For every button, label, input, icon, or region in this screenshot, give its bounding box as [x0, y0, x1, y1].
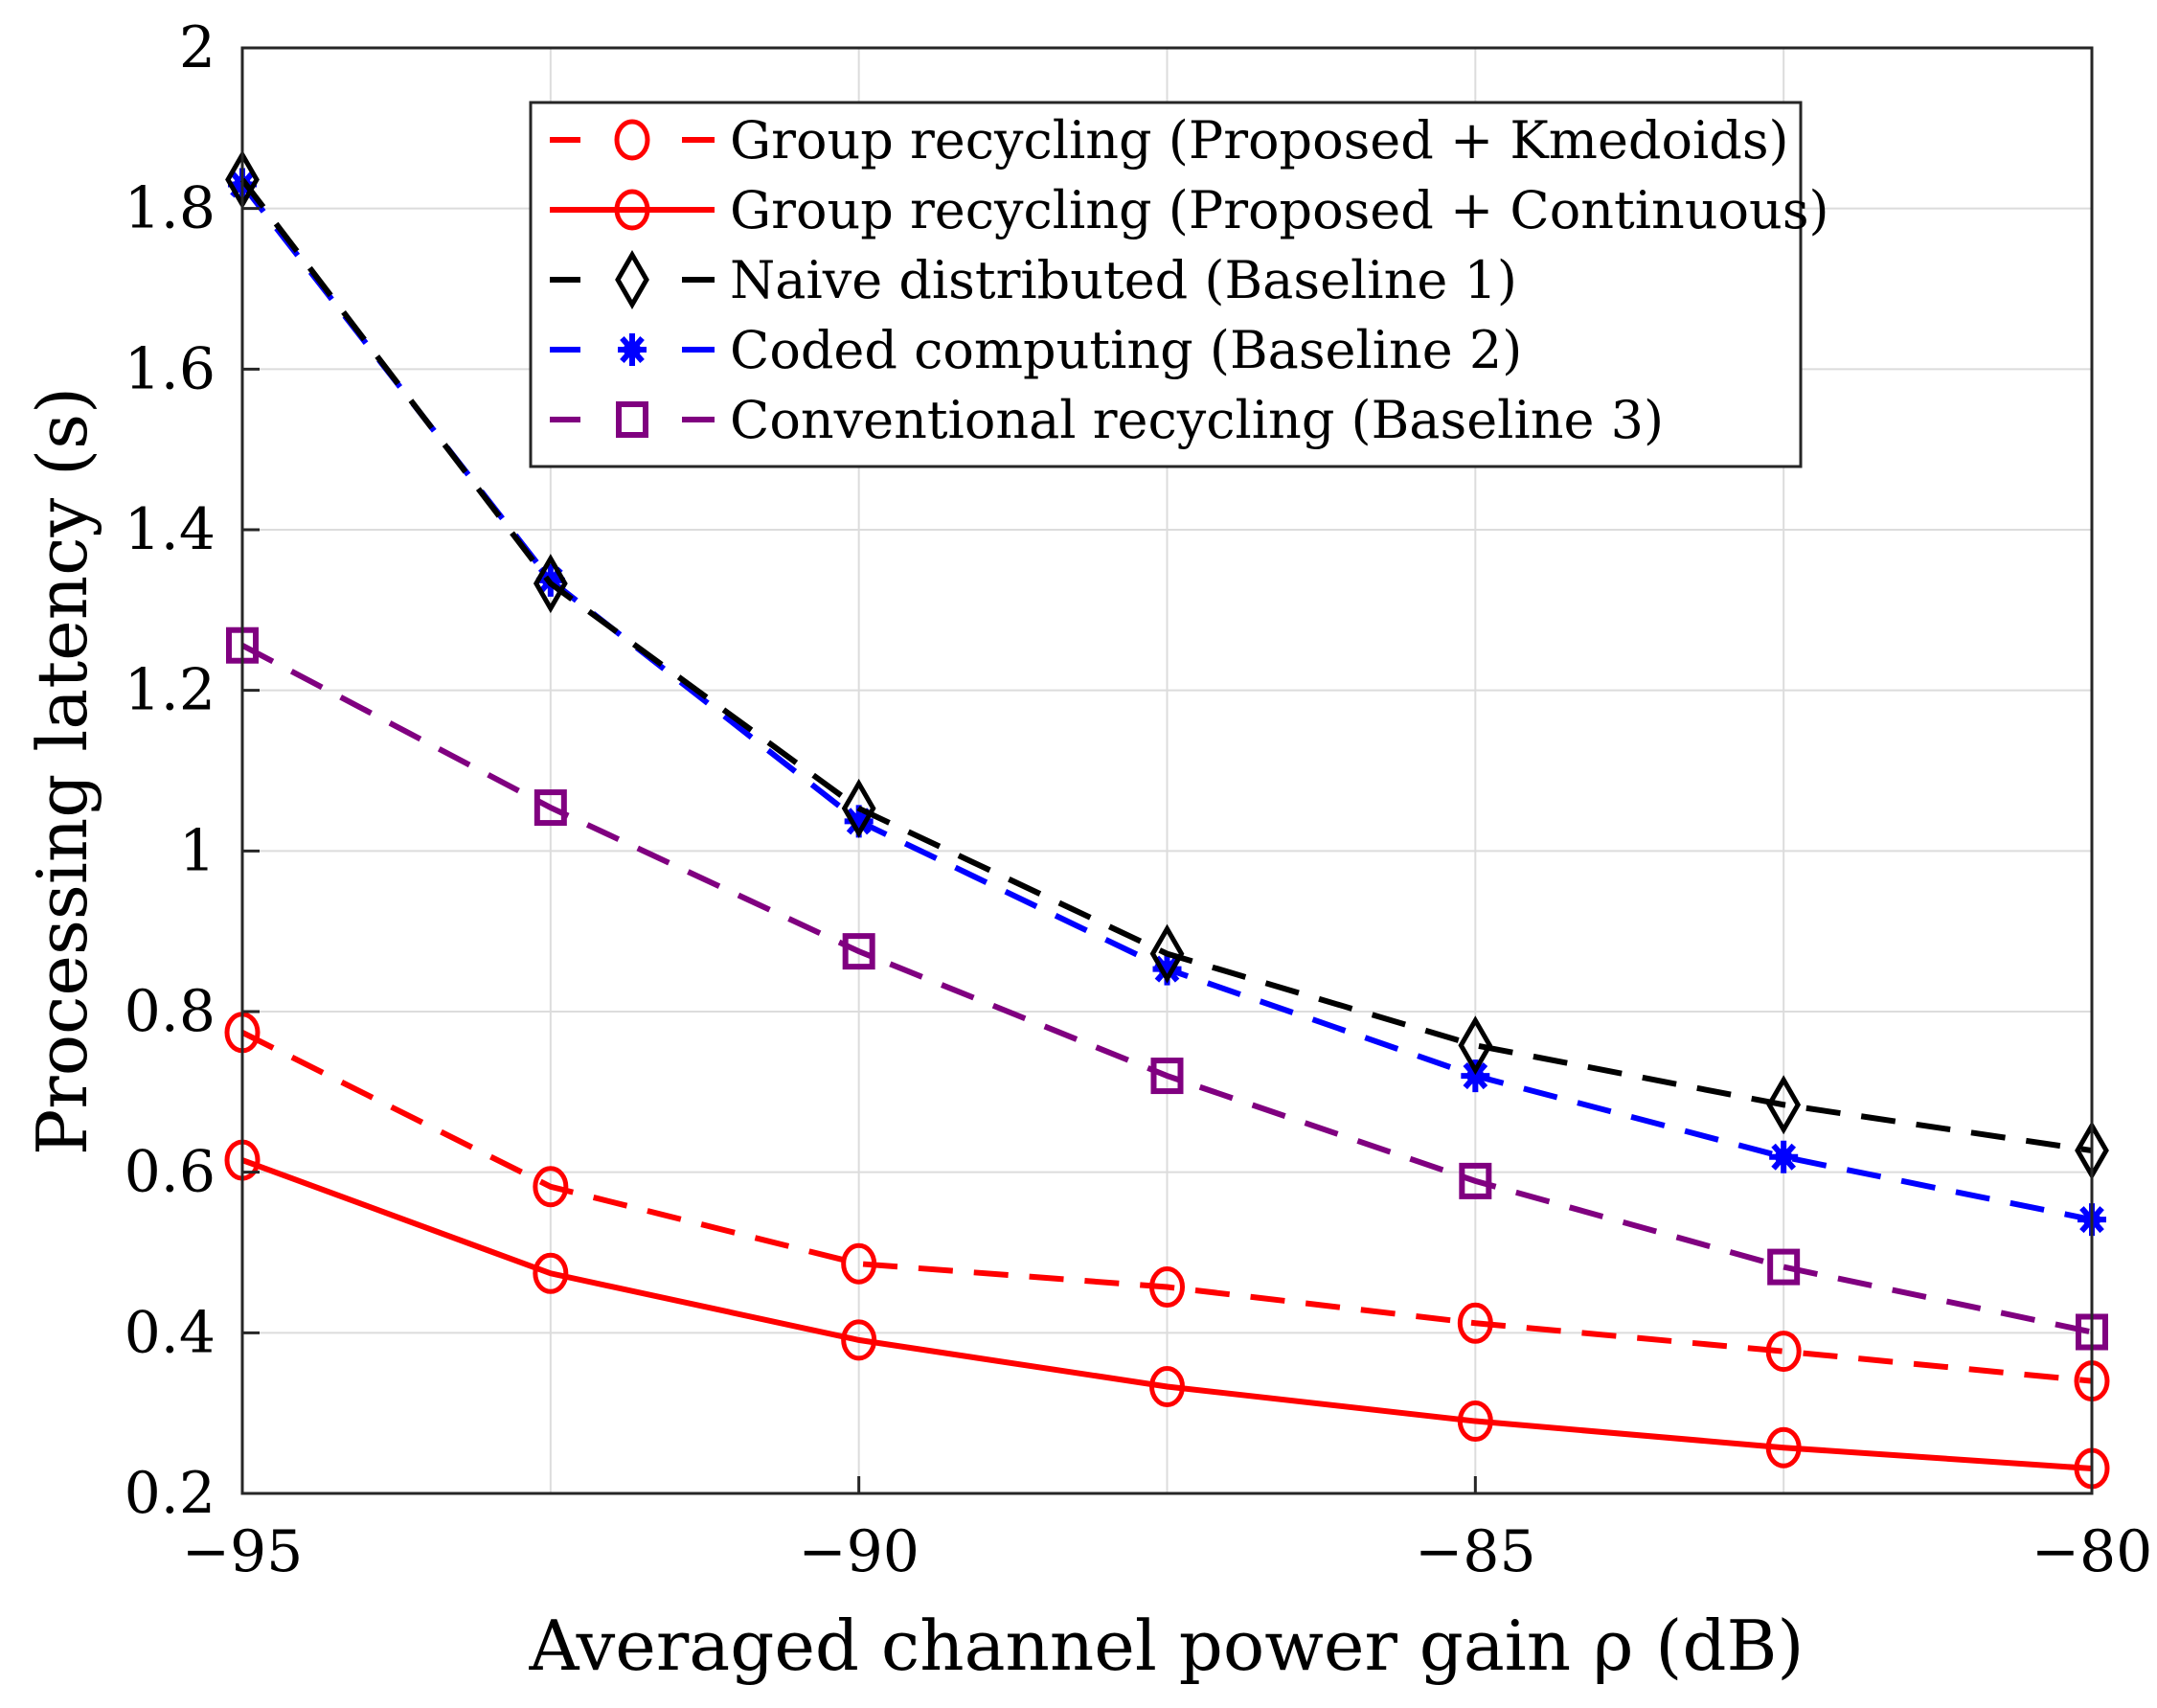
data-point-circle [1457, 1302, 1493, 1344]
data-point-circle [1765, 1426, 1802, 1469]
legend-entry: Naive distributed (Baseline 1) [550, 249, 1517, 310]
data-point-square [616, 401, 648, 438]
legend-entry: Conventional recycling (Baseline 3) [550, 390, 1664, 450]
data-point-asterisk [618, 333, 647, 366]
data-point-square [1459, 1162, 1492, 1199]
data-point-diamond [1458, 1015, 1493, 1076]
x-tick-label: −90 [798, 1518, 920, 1585]
data-point-diamond [841, 778, 876, 838]
y-tick-label: 1 [179, 817, 216, 884]
data-point-square [1150, 1058, 1184, 1095]
series-2 [225, 149, 2109, 1181]
y-tick-label: 0.8 [125, 978, 216, 1045]
series-4 [226, 626, 2108, 1351]
data-point-square [534, 789, 567, 827]
series-group [224, 149, 2110, 1490]
data-point-diamond [1149, 923, 1185, 984]
legend-entry: Group recycling (Proposed + Kmedoids) [550, 110, 1789, 171]
legend: Group recycling (Proposed + Kmedoids) Gro… [529, 101, 1829, 468]
asterisk-core [624, 341, 641, 358]
x-tick-label: −85 [1415, 1518, 1536, 1585]
series-line [240, 1157, 2093, 1472]
legend-label: Coded computing (Baseline 2) [730, 320, 1522, 380]
data-point-asterisk [1769, 1140, 1799, 1173]
x-tick-label: −80 [2032, 1518, 2153, 1585]
y-tick-label: 1.2 [125, 657, 216, 724]
data-point-square [1767, 1248, 1801, 1286]
asterisk-core [1466, 1067, 1485, 1085]
asterisk-core [1775, 1148, 1793, 1166]
data-point-circle [1457, 1401, 1493, 1443]
data-point-diamond [533, 554, 568, 614]
data-point-circle [841, 1242, 877, 1285]
data-point-circle [614, 189, 650, 231]
legend-label: Naive distributed (Baseline 1) [730, 250, 1517, 310]
series-line [240, 1030, 2093, 1384]
data-point-diamond [1766, 1075, 1802, 1135]
legend-label: Group recycling (Proposed + Kmedoids) [730, 110, 1789, 171]
data-point-square [842, 933, 875, 970]
data-point-asterisk [1461, 1059, 1490, 1093]
legend-label: Conventional recycling (Baseline 3) [730, 390, 1664, 450]
y-tick-label: 1.8 [125, 175, 216, 242]
y-tick-label: 0.4 [125, 1299, 216, 1366]
y-tick-label: 0.6 [125, 1139, 216, 1206]
y-tick-label: 1.4 [125, 496, 216, 563]
data-point-circle [1765, 1331, 1802, 1373]
x-axis-label: Averaged channel power gain ρ (dB) [529, 1606, 1805, 1686]
data-point-circle [533, 1252, 569, 1294]
x-tick-label: −95 [182, 1518, 304, 1585]
data-point-circle [533, 1166, 569, 1208]
y-tick-label: 0.2 [125, 1460, 216, 1527]
y-tick-label: 1.6 [125, 335, 216, 402]
y-axis-label: Processing latency (s) [22, 387, 102, 1155]
data-point-diamond [615, 249, 649, 310]
data-point-circle [841, 1319, 877, 1361]
y-tick-label: 2 [179, 14, 216, 81]
data-point-circle [1149, 1366, 1185, 1408]
legend-entry: Coded computing (Baseline 2) [550, 320, 1522, 380]
legend-label: Group recycling (Proposed + Continuous) [730, 180, 1829, 240]
data-point-circle [1149, 1266, 1185, 1309]
legend-box [529, 101, 1803, 468]
legend-entry: Group recycling (Proposed + Continuous) [550, 180, 1829, 240]
series-line [240, 643, 2093, 1335]
plot-frame [240, 46, 2094, 1495]
series-line [239, 177, 2093, 1153]
data-point-circle [614, 119, 650, 161]
ticks: −95 −90 −85 −80 0.2 0.4 0.6 0.8 1 1.2 1.4 1.6 1.8 2 [125, 14, 2153, 1585]
